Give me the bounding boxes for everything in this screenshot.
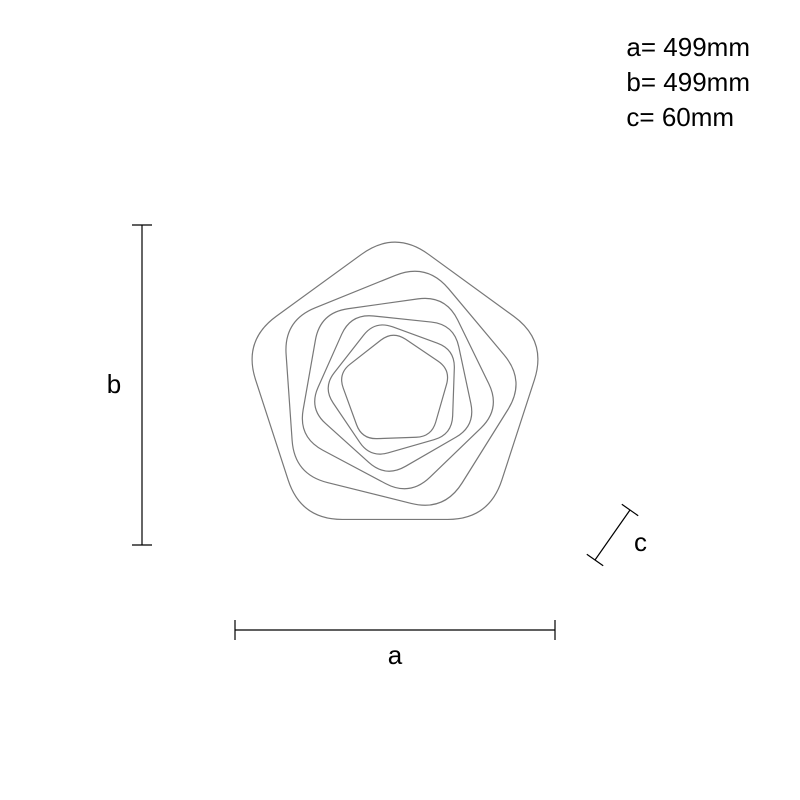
dim-line-c (595, 510, 630, 560)
pentagon-layer (252, 242, 538, 519)
technical-diagram: b a c (0, 0, 800, 800)
pentagon-layer (328, 325, 454, 454)
pentagon-stack (252, 242, 538, 519)
dim-label-c: c (634, 527, 647, 557)
dimension-lines (132, 225, 638, 640)
dim-label-a: a (388, 640, 403, 670)
dim-tick-c-1 (587, 554, 603, 565)
pentagon-layer (286, 271, 516, 505)
pentagon-layer (342, 335, 448, 438)
pentagon-layer (302, 298, 493, 488)
dim-tick-c-2 (622, 504, 638, 515)
pentagon-layer (315, 316, 472, 471)
dim-label-b: b (107, 369, 121, 399)
